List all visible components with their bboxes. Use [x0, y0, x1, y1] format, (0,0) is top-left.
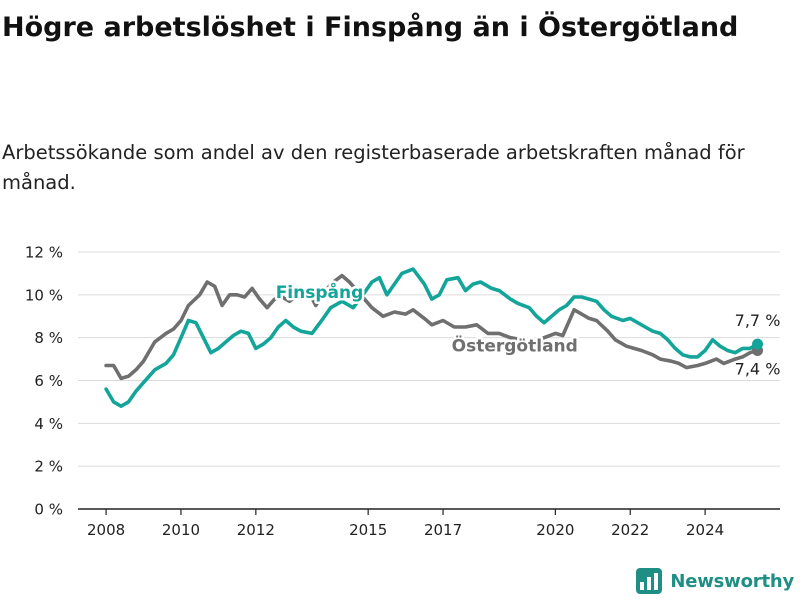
x-tick-label: 2020 — [536, 521, 574, 539]
y-tick-label: 8 % — [34, 329, 63, 347]
series-line-ostergotland — [104, 273, 760, 381]
x-tick-label: 2015 — [349, 521, 387, 539]
x-tick-label: 2022 — [611, 521, 649, 539]
chart-title: Högre arbetslöshet i Finspång än i Öster… — [2, 12, 739, 43]
y-tick-label: 6 % — [34, 372, 63, 390]
chart-subtitle: Arbetssökande som andel av den registerb… — [2, 141, 745, 194]
x-tick-label: 2012 — [237, 521, 275, 539]
end-label-finspang: 7,7 % — [735, 311, 781, 330]
bar-chart-icon — [636, 568, 663, 594]
brand-logo: Newsworthy — [636, 568, 794, 594]
y-tick-label: 12 % — [25, 244, 63, 262]
series-label-ostergotland: Östergötland — [452, 335, 578, 357]
end-label-ostergotland: 7,4 % — [735, 360, 781, 379]
x-tick-label: 2010 — [162, 521, 200, 539]
series-labels: 7,4 %7,7 %FinspångFinspångÖstergötlandÖs… — [273, 279, 781, 379]
series-line-finspang — [104, 267, 760, 408]
x-tick-label: 2017 — [424, 521, 462, 539]
end-point-finspang — [752, 338, 764, 350]
y-tick-label: 0 % — [34, 501, 63, 519]
series-label-halo: Östergötland — [452, 335, 578, 357]
axes: 0 % 2 % 4 % 6 % 8 % 10 % 12 % 2008 2010 2012 2015 2… — [25, 244, 724, 540]
series-lines — [104, 267, 764, 408]
y-tick-label: 10 % — [25, 286, 63, 304]
y-tick-label: 4 % — [34, 415, 63, 433]
x-tick-label: 2024 — [686, 521, 724, 539]
series-label-halo: Finspång — [276, 281, 364, 303]
brand-name: Newsworthy — [670, 570, 794, 592]
series-label-finspang: Finspång — [276, 281, 364, 303]
y-tick-label: 2 % — [34, 458, 63, 476]
x-tick-label: 2008 — [87, 521, 125, 539]
